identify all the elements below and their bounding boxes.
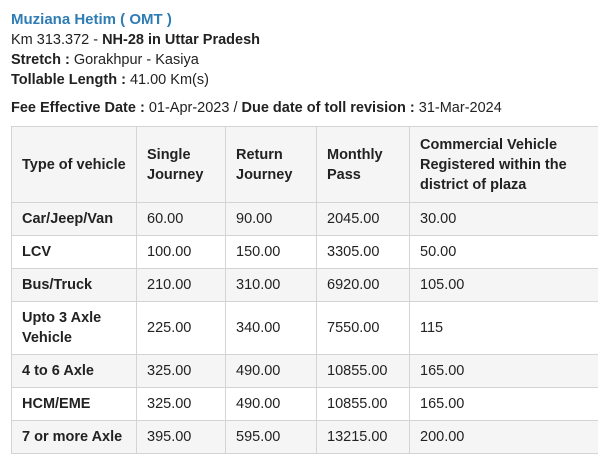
monthly-pass-cell: 13215.00 <box>316 420 410 454</box>
effective-date-label: Fee Effective Date : <box>11 100 149 116</box>
vehicle-type-cell: 4 to 6 Axle <box>11 354 137 388</box>
stretch-line: Stretch : Gorakhpur - Kasiya <box>11 50 598 70</box>
table-row: 7 or more Axle 395.00 595.00 13215.00 20… <box>11 420 598 454</box>
return-journey-cell: 90.00 <box>225 202 317 236</box>
return-journey-cell: 490.00 <box>225 354 317 388</box>
return-journey-cell: 595.00 <box>225 420 317 454</box>
fee-dates-line: Fee Effective Date : 01-Apr-2023 / Due d… <box>11 98 598 118</box>
header-single-journey: Single Journey <box>136 126 226 203</box>
highway-name: NH-28 in Uttar Pradesh <box>102 32 261 48</box>
table-row: HCM/EME 325.00 490.00 10855.00 165.00 <box>11 387 598 421</box>
monthly-pass-cell: 10855.00 <box>316 387 410 421</box>
commercial-vehicle-cell: 200.00 <box>409 420 598 454</box>
table-row: LCV 100.00 150.00 3305.00 50.00 <box>11 235 598 269</box>
single-journey-cell: 395.00 <box>136 420 226 454</box>
monthly-pass-cell: 2045.00 <box>316 202 410 236</box>
header-return-journey: Return Journey <box>225 126 317 203</box>
length-label: Tollable Length : <box>11 72 130 88</box>
return-journey-cell: 340.00 <box>225 301 317 355</box>
header-monthly-pass: Monthly Pass <box>316 126 410 203</box>
highway-line: Km 313.372 - NH-28 in Uttar Pradesh <box>11 30 598 50</box>
return-journey-cell: 490.00 <box>225 387 317 421</box>
due-date-label: Due date of toll revision : <box>241 100 419 116</box>
single-journey-cell: 325.00 <box>136 354 226 388</box>
vehicle-type-cell: Bus/Truck <box>11 268 137 302</box>
commercial-vehicle-cell: 115 <box>409 301 598 355</box>
effective-date-value: 01-Apr-2023 <box>148 100 230 116</box>
km-marker: Km 313.372 - <box>11 32 103 48</box>
vehicle-type-cell: LCV <box>11 235 137 269</box>
monthly-pass-cell: 7550.00 <box>316 301 410 355</box>
return-journey-cell: 150.00 <box>225 235 317 269</box>
single-journey-cell: 225.00 <box>136 301 226 355</box>
due-date-value: 31-Mar-2024 <box>418 100 502 116</box>
single-journey-cell: 60.00 <box>136 202 226 236</box>
table-row: Bus/Truck 210.00 310.00 6920.00 105.00 <box>11 268 598 302</box>
table-row: Upto 3 Axle Vehicle 225.00 340.00 7550.0… <box>11 301 598 355</box>
monthly-pass-cell: 6920.00 <box>316 268 410 302</box>
header-vehicle-type: Type of vehicle <box>11 126 137 203</box>
table-header-row: Type of vehicle Single Journey Return Jo… <box>11 126 598 203</box>
commercial-vehicle-cell: 30.00 <box>409 202 598 236</box>
date-separator: / <box>229 100 242 116</box>
commercial-vehicle-cell: 165.00 <box>409 387 598 421</box>
commercial-vehicle-cell: 50.00 <box>409 235 598 269</box>
single-journey-cell: 325.00 <box>136 387 226 421</box>
commercial-vehicle-cell: 105.00 <box>409 268 598 302</box>
vehicle-type-cell: 7 or more Axle <box>11 420 137 454</box>
single-journey-cell: 100.00 <box>136 235 226 269</box>
table-row: 4 to 6 Axle 325.00 490.00 10855.00 165.0… <box>11 354 598 388</box>
vehicle-type-cell: Upto 3 Axle Vehicle <box>11 301 137 355</box>
toll-fee-table: Type of vehicle Single Journey Return Jo… <box>11 126 598 454</box>
monthly-pass-cell: 10855.00 <box>316 354 410 388</box>
length-line: Tollable Length : 41.00 Km(s) <box>11 70 598 90</box>
vehicle-type-cell: Car/Jeep/Van <box>11 202 137 236</box>
header-commercial-vehicle: Commercial Vehicle Registered within the… <box>409 126 598 203</box>
monthly-pass-cell: 3305.00 <box>316 235 410 269</box>
table-row: Car/Jeep/Van 60.00 90.00 2045.00 30.00 <box>11 202 598 236</box>
stretch-label: Stretch : <box>11 52 74 68</box>
commercial-vehicle-cell: 165.00 <box>409 354 598 388</box>
stretch-value: Gorakhpur - Kasiya <box>73 52 199 68</box>
single-journey-cell: 210.00 <box>136 268 226 302</box>
vehicle-type-cell: HCM/EME <box>11 387 137 421</box>
length-value: 41.00 Km(s) <box>129 72 209 88</box>
plaza-name: Muziana Hetim ( OMT ) <box>11 11 172 28</box>
return-journey-cell: 310.00 <box>225 268 317 302</box>
plaza-info: Muziana Hetim ( OMT ) Km 313.372 - NH-28… <box>0 0 598 118</box>
